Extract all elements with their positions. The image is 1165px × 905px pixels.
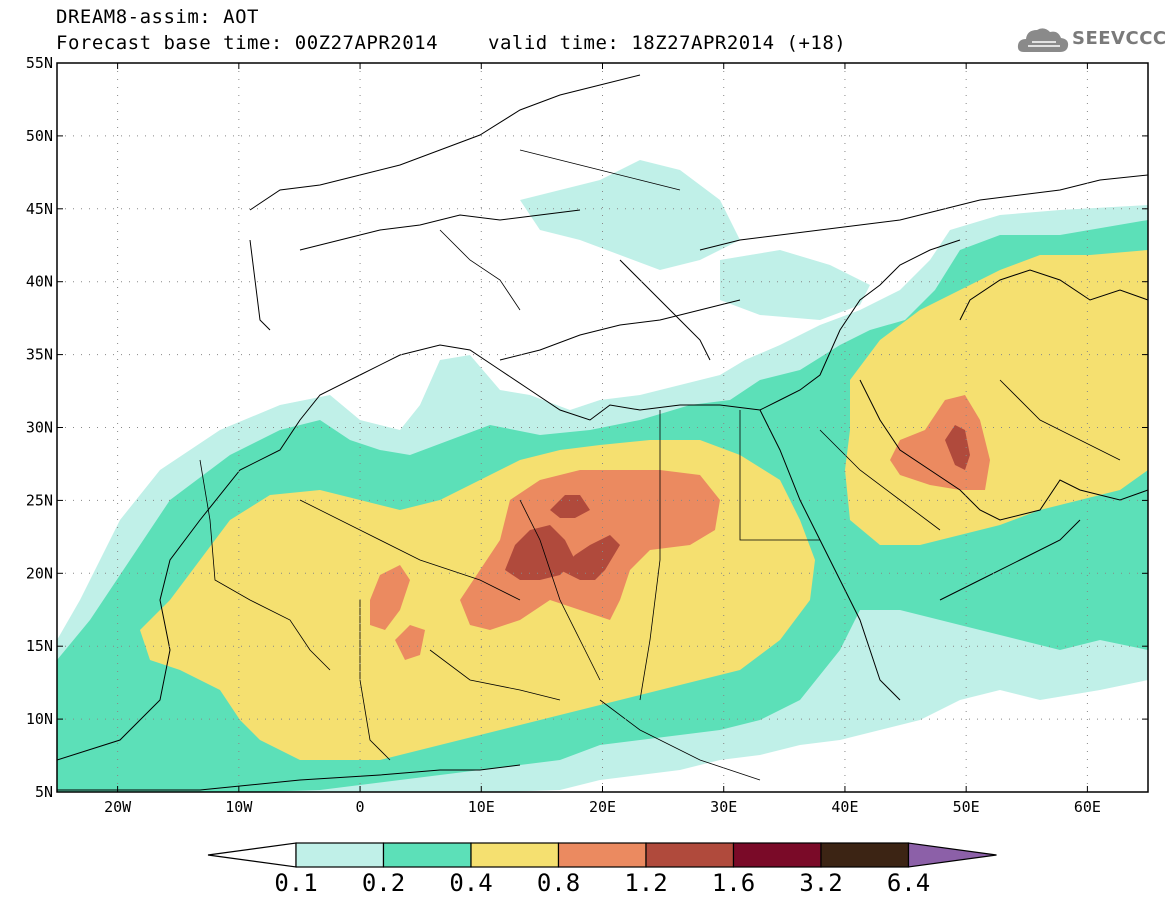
colorbar-swatch (470, 842, 560, 868)
coastlines (57, 74, 1148, 791)
lat-tick-label: 20N (26, 564, 53, 582)
lon-axis: 20W 10W 0 10E 20E 30E 40E 50E 60E (104, 63, 1101, 816)
colorbar-label: 6.4 (887, 869, 930, 897)
lon-tick-label: 30E (710, 798, 737, 816)
aot-band-0.1-balkans (520, 160, 740, 270)
lat-tick-label: 50N (26, 127, 53, 145)
valid-time: valid time: 18Z27APR2014 (+18) (488, 32, 847, 54)
lat-tick-label: 55N (26, 54, 53, 72)
lat-tick-label: 15N (26, 637, 53, 655)
logo-text: SEEVCCC (1072, 28, 1165, 49)
aot-band-1.2-c (560, 535, 620, 580)
lat-tick-label: 5N (35, 783, 53, 801)
colorbar-swatch (645, 842, 735, 868)
lat-axis: 55N 50N 45N 40N 35N 30N 25N 20N 15N 10N 5N (26, 54, 1148, 801)
colorbar-swatch (732, 842, 822, 868)
lat-tick-label: 45N (26, 200, 53, 218)
lon-tick-label: 10E (468, 798, 495, 816)
map-subtitle: Forecast base time: 00Z27APR2014 valid ti… (56, 32, 846, 54)
colorbar-label: 3.2 (799, 869, 842, 897)
cloud-icon (1017, 28, 1069, 52)
colorbar-label: 0.2 (362, 869, 405, 897)
aot-band-0.8-west (370, 565, 410, 630)
colorbar-label: 0.8 (537, 869, 580, 897)
aot-band-1.2-iraq (945, 425, 970, 470)
lat-tick-label: 25N (26, 491, 53, 509)
lon-tick-label: 60E (1074, 798, 1101, 816)
colorbar-label: 1.2 (624, 869, 667, 897)
lon-tick-label: 20W (104, 798, 132, 816)
aot-band-0.1-blacksea (720, 250, 870, 320)
lat-tick-label: 35N (26, 346, 53, 364)
lat-tick-label: 30N (26, 419, 53, 437)
colorbar-label: 0.4 (449, 869, 492, 897)
aot-band-0.8-west2 (395, 625, 425, 660)
colorbar-label: 0.1 (274, 869, 317, 897)
colorbar-swatch (295, 842, 385, 868)
lon-tick-label: 40E (831, 798, 858, 816)
colorbar-arrow-low (207, 842, 297, 868)
lat-tick-label: 10N (26, 710, 53, 728)
colorbar-swatch (382, 842, 472, 868)
colorbar: 0.1 0.2 0.4 0.8 1.2 1.6 3.2 6.4 (207, 842, 997, 897)
map-title: DREAM8-assim: AOT (56, 6, 259, 28)
base-time: Forecast base time: 00Z27APR2014 (56, 32, 439, 54)
lon-tick-label: 0 (356, 798, 365, 816)
colorbar-swatch (820, 842, 910, 868)
seevccc-logo: SEEVCCC (1016, 24, 1165, 58)
aot-band-1.2-b (550, 495, 590, 518)
country-borders (199, 149, 1121, 781)
lon-tick-label: 50E (953, 798, 980, 816)
aot-field (57, 160, 1148, 792)
colorbar-label: 1.6 (712, 869, 755, 897)
aot-band-1.2 (505, 525, 575, 580)
lat-tick-label: 40N (26, 273, 53, 291)
lon-tick-label: 20E (589, 798, 616, 816)
colorbar-swatch (557, 842, 647, 868)
lon-tick-label: 10W (225, 798, 253, 816)
colorbar-arrow-high (907, 842, 997, 868)
